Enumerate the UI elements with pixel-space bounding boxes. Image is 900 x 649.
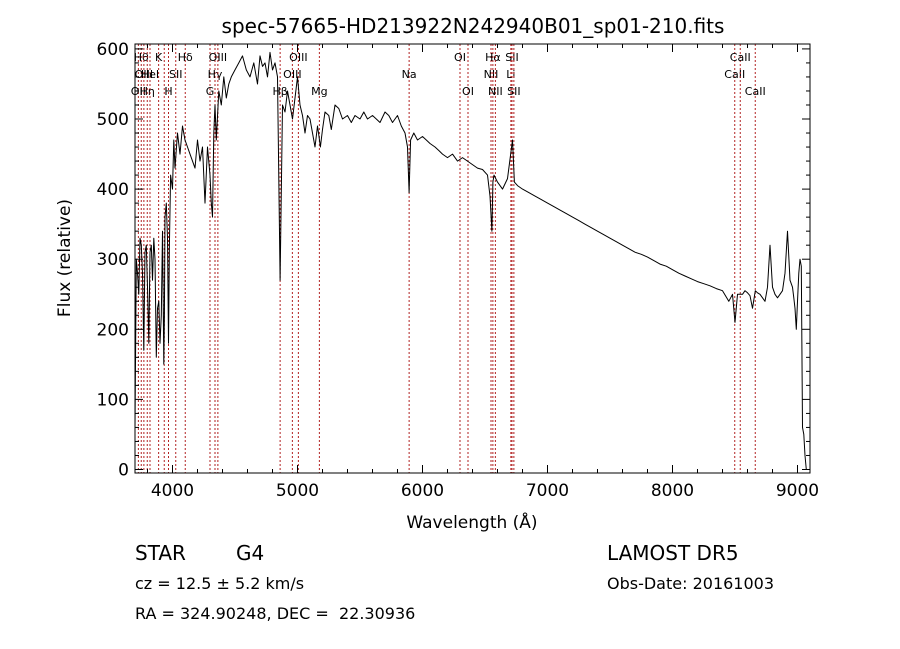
marker-label: HeI — [141, 68, 159, 81]
marker-label: Hγ — [208, 68, 223, 81]
marker-label: Mg — [311, 85, 327, 98]
marker-label: SII — [507, 85, 520, 98]
marker-label: Li — [506, 68, 515, 81]
object-class: STAR — [135, 541, 186, 565]
y-tick-label: 100 — [97, 390, 129, 410]
marker-label: Hη — [140, 85, 155, 98]
y-tick-label: 400 — [97, 180, 129, 200]
marker-label: G — [206, 85, 215, 98]
y-axis-label: Flux (relative) — [55, 199, 75, 317]
marker-label: CaII — [730, 51, 751, 64]
marker-label: NII — [484, 68, 499, 81]
marker-label: OIII — [289, 51, 307, 64]
marker-label: K — [155, 51, 163, 64]
plot-area — [134, 51, 807, 470]
x-tick-label: 8000 — [651, 481, 694, 501]
marker-label: CaII — [745, 85, 766, 98]
y-tick-label: 300 — [97, 250, 129, 270]
marker-label: Hθ — [134, 51, 149, 64]
velocity-readout: cz = 12.5 ± 5.2 km/s — [135, 574, 305, 593]
spectral-subclass: G4 — [236, 541, 265, 565]
marker-label: SII — [505, 51, 518, 64]
survey-name: LAMOST DR5 — [607, 541, 739, 565]
obs-date: Obs-Date: 20161003 — [607, 574, 775, 593]
chart-title: spec-57665-HD213922N242940B01_sp01-210.f… — [222, 14, 725, 38]
marker-label: OIII — [135, 68, 153, 81]
x-axis-label: Wavelength (Å) — [406, 511, 537, 533]
y-tick-label: 200 — [97, 320, 129, 340]
spectrum-chart: spec-57665-HD213922N242940B01_sp01-210.f… — [55, 14, 820, 533]
x-tick-label: 9000 — [776, 481, 819, 501]
spectrum-line — [134, 51, 807, 470]
x-tick-label: 4000 — [151, 481, 194, 501]
marker-label: OI — [462, 85, 474, 98]
marker-label: CaII — [724, 68, 745, 81]
marker-label: Hα — [485, 51, 501, 64]
y-tick-label: 500 — [97, 110, 129, 130]
x-tick-label: 5000 — [276, 481, 319, 501]
axis-ticks: 4000 5000 6000 7000 8000 9000 0 100 200 300 400 500… — [97, 40, 820, 501]
y-tick-label: 0 — [118, 460, 129, 480]
x-tick-label: 6000 — [401, 481, 444, 501]
line-markers: OIIHθOIIIHηHeIKHSIIHδGHγOIIIHβOIIIOIIIMg… — [131, 44, 766, 473]
marker-label: Hβ — [272, 85, 287, 98]
x-tick-label: 7000 — [526, 481, 569, 501]
marker-label: OIII — [209, 51, 227, 64]
marker-label: H — [164, 85, 172, 98]
marker-label: Na — [402, 68, 417, 81]
marker-label: Hδ — [178, 51, 193, 64]
marker-label: NII — [488, 85, 503, 98]
marker-label: SII — [169, 68, 182, 81]
marker-label: OI — [454, 51, 466, 64]
coordinates: RA = 324.90248, DEC = 22.30936 — [135, 604, 416, 623]
y-tick-label: 600 — [97, 40, 129, 60]
plot-frame — [134, 43, 811, 474]
